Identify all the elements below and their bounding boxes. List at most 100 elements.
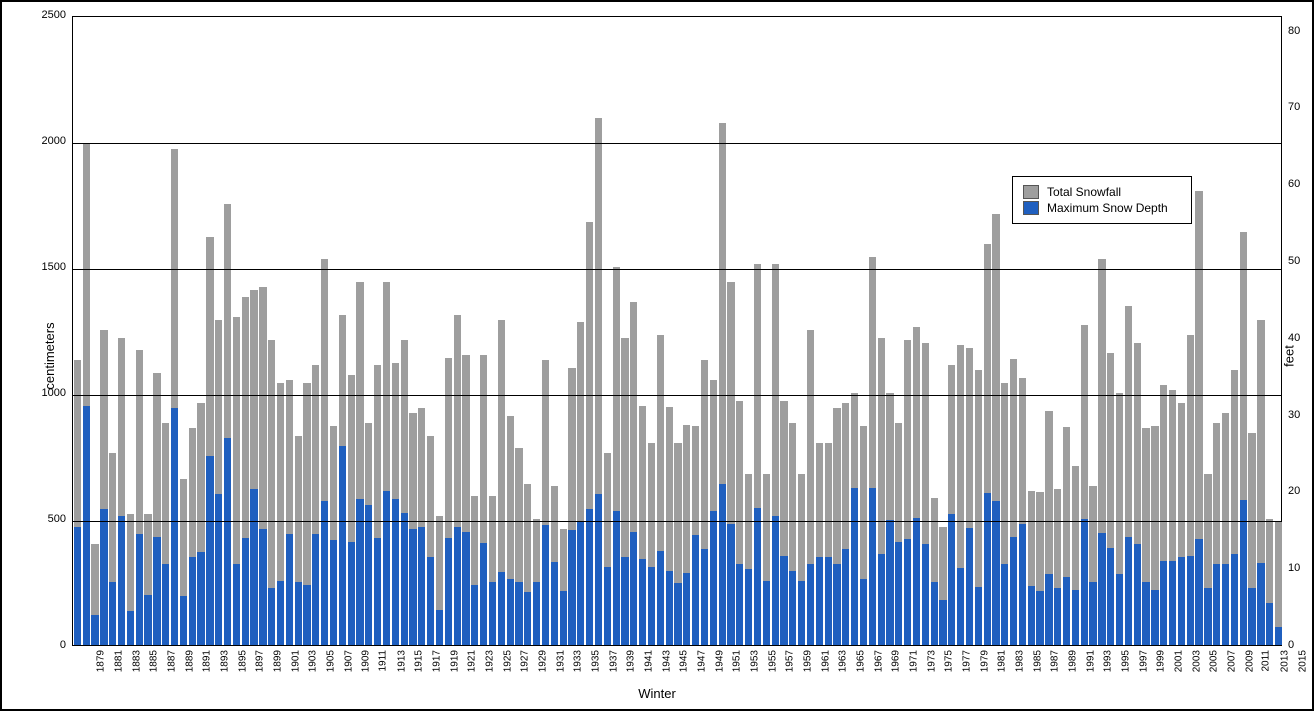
bar-slot xyxy=(489,15,496,645)
bar-max-snow-depth xyxy=(1178,557,1185,645)
chart-frame: Donner Summit Snowfall and Snowpack Wint… xyxy=(0,0,1314,711)
x-tick: 2009 xyxy=(1244,650,1255,672)
bar-slot xyxy=(754,15,761,645)
bar-slot xyxy=(1001,15,1008,645)
bar-max-snow-depth xyxy=(975,587,982,645)
x-tick: 1981 xyxy=(997,650,1008,672)
legend-swatch-depth xyxy=(1023,201,1039,215)
bar-slot xyxy=(895,15,902,645)
bar-max-snow-depth xyxy=(948,514,955,645)
bar-max-snow-depth xyxy=(1019,524,1026,645)
bar-max-snow-depth xyxy=(621,557,628,645)
bar-slot xyxy=(259,15,266,645)
bar-slot xyxy=(1240,15,1247,645)
bar-slot xyxy=(807,15,814,645)
bar-slot xyxy=(91,15,98,645)
bar-max-snow-depth xyxy=(339,446,346,645)
bar-max-snow-depth xyxy=(1081,519,1088,645)
bar-max-snow-depth xyxy=(657,551,664,646)
bar-slot xyxy=(878,15,885,645)
x-tick: 1929 xyxy=(537,650,548,672)
bar-max-snow-depth xyxy=(692,535,699,645)
bar-max-snow-depth xyxy=(1187,556,1194,645)
bar-slot xyxy=(1160,15,1167,645)
x-tick: 1897 xyxy=(255,650,266,672)
bar-max-snow-depth xyxy=(878,554,885,645)
bar-slot xyxy=(701,15,708,645)
bar-max-snow-depth xyxy=(886,520,893,645)
bar-slot xyxy=(74,15,81,645)
bar-max-snow-depth xyxy=(736,564,743,645)
bar-slot xyxy=(1275,15,1282,645)
y-right-axis-label: feet xyxy=(1282,345,1297,367)
x-tick: 1973 xyxy=(926,650,937,672)
bar-max-snow-depth xyxy=(471,585,478,645)
bar-max-snow-depth xyxy=(462,532,469,645)
bar-max-snow-depth xyxy=(1063,577,1070,645)
bar-slot xyxy=(268,15,275,645)
bar-slot xyxy=(683,15,690,645)
bar-slot xyxy=(242,15,249,645)
bar-slot xyxy=(957,15,964,645)
bar-slot xyxy=(312,15,319,645)
bar-slot xyxy=(392,15,399,645)
bar-slot xyxy=(1089,15,1096,645)
bar-max-snow-depth xyxy=(242,538,249,645)
bar-max-snow-depth xyxy=(1072,590,1079,645)
y-left-tick: 2500 xyxy=(32,9,66,21)
bar-max-snow-depth xyxy=(303,585,310,645)
x-tick: 1925 xyxy=(502,650,513,672)
bar-slot xyxy=(409,15,416,645)
bar-max-snow-depth xyxy=(1098,533,1105,645)
bar-slot xyxy=(736,15,743,645)
bar-slot xyxy=(560,15,567,645)
x-tick: 1971 xyxy=(908,650,919,672)
bar-max-snow-depth xyxy=(74,527,81,645)
bar-slot xyxy=(153,15,160,645)
bar-max-snow-depth xyxy=(727,524,734,645)
bar-max-snow-depth xyxy=(957,568,964,645)
bar-slot xyxy=(825,15,832,645)
bar-slot xyxy=(710,15,717,645)
bar-slot xyxy=(1107,15,1114,645)
bar-max-snow-depth xyxy=(922,544,929,645)
bar-slot xyxy=(613,15,620,645)
bar-max-snow-depth xyxy=(798,581,805,645)
bar-max-snow-depth xyxy=(259,529,266,645)
bar-slot xyxy=(851,15,858,645)
x-tick: 2007 xyxy=(1226,650,1237,672)
bar-slot xyxy=(931,15,938,645)
bar-max-snow-depth xyxy=(992,501,999,645)
x-tick: 1895 xyxy=(237,650,248,672)
bar-slot xyxy=(1257,15,1264,645)
bar-slot xyxy=(295,15,302,645)
bar-max-snow-depth xyxy=(1213,564,1220,645)
bar-max-snow-depth xyxy=(1195,539,1202,645)
x-tick: 1955 xyxy=(767,650,778,672)
bar-slot xyxy=(984,15,991,645)
bar-slot xyxy=(1045,15,1052,645)
bar-max-snow-depth xyxy=(427,557,434,645)
bar-slot xyxy=(1178,15,1185,645)
bar-slot xyxy=(330,15,337,645)
x-tick: 1919 xyxy=(449,650,460,672)
bar-max-snow-depth xyxy=(250,489,257,645)
bar-slot xyxy=(321,15,328,645)
y-left-tick: 1000 xyxy=(32,387,66,399)
bar-slot xyxy=(1072,15,1079,645)
bar-max-snow-depth xyxy=(931,582,938,645)
bar-slot xyxy=(303,15,310,645)
bar-slot xyxy=(1010,15,1017,645)
bar-slot xyxy=(348,15,355,645)
x-tick: 1887 xyxy=(166,650,177,672)
x-tick: 1993 xyxy=(1103,650,1114,672)
bar-max-snow-depth xyxy=(498,572,505,645)
bar-slot xyxy=(1151,15,1158,645)
x-tick: 1921 xyxy=(467,650,478,672)
bar-slot xyxy=(630,15,637,645)
bar-max-snow-depth xyxy=(807,564,814,645)
bar-max-snow-depth xyxy=(1045,574,1052,645)
x-tick: 2005 xyxy=(1209,650,1220,672)
bar-max-snow-depth xyxy=(480,543,487,645)
bar-max-snow-depth xyxy=(489,582,496,645)
